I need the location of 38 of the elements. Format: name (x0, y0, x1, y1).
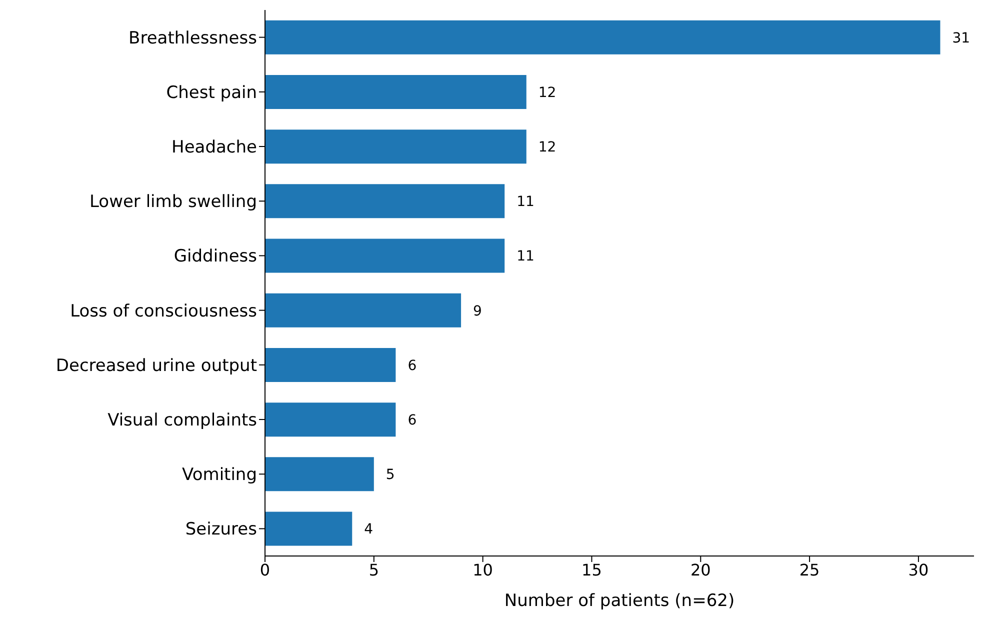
bar (265, 130, 526, 164)
bar (265, 238, 505, 273)
data-label: 12 (538, 84, 556, 101)
y-tick-label: Chest pain (166, 82, 257, 103)
y-tick-label: Lower limb swelling (90, 192, 257, 212)
data-label: 31 (952, 30, 970, 46)
data-label: 6 (408, 412, 417, 429)
x-tick-label: 30 (908, 560, 929, 580)
x-tick-label: 5 (368, 560, 380, 580)
y-tick-label: Breathlessness (128, 28, 258, 48)
data-label: 6 (408, 358, 417, 374)
y-tick-label: Vomiting (182, 465, 257, 486)
x-tick-label: 20 (690, 560, 711, 580)
x-tick-label: 0 (260, 560, 270, 580)
y-tick-label: Decreased urine output (56, 356, 258, 376)
data-label: 11 (516, 248, 534, 265)
bar (265, 20, 940, 54)
y-tick-label: Headache (172, 138, 257, 158)
bar (265, 348, 396, 382)
data-label: 12 (538, 140, 556, 156)
bar (265, 184, 505, 218)
bar (265, 74, 526, 109)
bar (265, 512, 352, 546)
data-label: 4 (364, 522, 374, 538)
bar (265, 293, 462, 328)
y-tick-label: Giddiness (174, 246, 258, 267)
y-tick-label: Loss of consciousness (70, 301, 258, 322)
x-tick-label: 25 (799, 560, 820, 580)
bar (265, 402, 396, 437)
y-tick-label: Visual complaints (108, 410, 258, 431)
x-tick-label: 15 (582, 560, 602, 580)
data-label: 9 (473, 303, 482, 320)
data-label: 5 (386, 467, 395, 484)
x-tick-label: 10 (472, 560, 493, 580)
bar (265, 457, 374, 492)
y-tick-label: Seizures (185, 520, 258, 540)
x-axis-title: Number of patients (n=62) (504, 591, 735, 611)
data-label: 11 (516, 194, 534, 210)
